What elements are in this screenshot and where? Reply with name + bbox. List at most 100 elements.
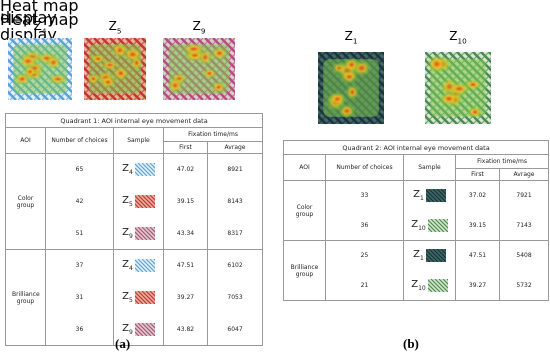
banner: Heat map display	[0, 0, 79, 27]
sample-cell: Z5	[113, 281, 164, 314]
sample-label: Z10	[411, 219, 426, 232]
heat-map-label: Z4	[8, 19, 72, 35]
sample: Z10	[404, 278, 455, 292]
label-sub: 1	[420, 255, 424, 263]
label-letter: Z	[108, 19, 117, 33]
header-cell: First	[455, 168, 500, 181]
title-row: Quadrant 2: AOI internal eye movement da…	[282, 140, 550, 155]
sample: Z4	[114, 163, 163, 177]
label-letter: Z	[192, 19, 201, 33]
header-cell: Sample	[113, 127, 164, 154]
choices-cell: 31	[45, 281, 114, 314]
data-table: Quadrant 1: AOI internal eye movement da…	[4, 113, 264, 346]
average-cell: 7921	[498, 180, 550, 211]
heat-map-label: Z5	[84, 19, 146, 35]
sample: Z10	[404, 218, 455, 232]
label-letter: Z	[413, 189, 421, 201]
data-row: 21 Z10 39.27 5732	[284, 270, 550, 301]
sample-thumbnail	[134, 195, 155, 208]
sample-label: Z5	[122, 291, 133, 304]
label-sub: 1	[352, 36, 358, 46]
label-letter: Z	[411, 218, 419, 230]
header-cell: Avrage	[498, 168, 550, 181]
sample-cell: Z10	[403, 210, 456, 241]
heat-map-image	[163, 38, 235, 100]
label-letter: Z	[122, 226, 130, 238]
average-cell: 6047	[206, 313, 264, 346]
label-letter: Z	[122, 291, 130, 302]
average-cell: 8317	[206, 217, 264, 250]
average-cell: 8921	[206, 153, 264, 186]
average-cell: 5732	[498, 270, 550, 301]
label-sub: 1	[420, 195, 424, 203]
average-cell: 6102	[206, 249, 264, 282]
choices-cell: 36	[325, 210, 404, 241]
sample: Z5	[114, 291, 163, 304]
sample-label: Z4	[122, 163, 133, 176]
header-row: First Avrage	[284, 168, 550, 181]
data-row: 42 Z5 39.15 8143	[6, 185, 264, 218]
heat-map-label: Z10	[425, 29, 491, 45]
label-sub: 4	[129, 265, 133, 273]
sample: Z9	[114, 322, 163, 336]
sample: Z1	[404, 249, 455, 263]
data-row: Brilliance group 37 Z4 47.51 6102	[5, 249, 264, 346]
header-cell: Fixation time/ms	[454, 154, 550, 169]
label-sub: 9	[129, 232, 133, 240]
average-cell: 7143	[498, 210, 550, 241]
sample-cell: Z1	[403, 180, 456, 211]
data-row: 36 Z9 43.82 6047	[6, 313, 264, 346]
sample-label: Z5	[122, 195, 133, 208]
data-row: 36 Z10 39.15 7143	[284, 210, 550, 241]
sample: Z4	[114, 259, 163, 273]
label-letter: Z	[122, 163, 130, 175]
caption: (a)	[115, 336, 131, 351]
heat-map-image	[318, 52, 384, 124]
sample-cell: Z10	[403, 270, 456, 301]
sample-label: Z1	[413, 249, 424, 262]
sample-thumbnail	[427, 218, 448, 232]
first-cell: 47.51	[163, 249, 208, 282]
label-sub: 4	[41, 26, 47, 36]
sample-cell: Z5	[113, 185, 164, 218]
label-sub: 9	[129, 328, 133, 336]
average-cell: 5408	[498, 240, 550, 271]
header-cell: Sample	[403, 154, 456, 181]
header-cell: AOI	[283, 154, 326, 181]
heat-map-image	[425, 52, 491, 124]
header-row: AOI Number of choices Sample Fixation time/…	[283, 154, 550, 181]
sample: Z5	[114, 195, 163, 208]
label-sub: 10	[418, 284, 426, 292]
first-cell: 37.02	[455, 180, 500, 211]
choices-cell: 51	[45, 217, 114, 250]
caption: (b)	[403, 336, 419, 351]
heat-map-label: Z1	[318, 29, 384, 45]
label-letter: Z	[413, 249, 421, 261]
label-letter: Z	[122, 195, 130, 206]
average-cell: 7053	[206, 281, 264, 314]
sample-cell: Z9	[113, 313, 164, 346]
header-cell: First	[163, 141, 208, 154]
title-row: Quadrant 1: AOI internal eye movement da…	[4, 113, 264, 128]
first-cell: 43.34	[163, 217, 208, 250]
sample-cell: Z4	[113, 153, 164, 186]
sample-label: Z10	[411, 279, 426, 292]
data-row: 31 Z5 39.27 7053	[6, 281, 264, 314]
data-table: Quadrant 2: AOI internal eye movement da…	[282, 140, 550, 301]
group-name: Brilliance group	[283, 240, 326, 301]
sample-thumbnail	[134, 322, 155, 336]
data-row: Brilliance group 25 Z1 47.51 5408	[283, 240, 550, 301]
label-sub: 4	[129, 169, 133, 177]
heat-map-image	[8, 38, 72, 100]
sample-label: Z1	[413, 189, 424, 202]
sample-thumbnail	[134, 163, 155, 177]
sample-thumbnail	[134, 259, 155, 273]
sample-cell: Z4	[113, 249, 164, 282]
label-letter: Z	[344, 29, 353, 43]
sample-thumbnail	[425, 189, 446, 203]
sample-label: Z4	[122, 259, 133, 272]
choices-cell: 42	[45, 185, 114, 218]
first-cell: 47.51	[455, 240, 500, 271]
first-cell: 47.02	[163, 153, 208, 186]
average-cell: 8143	[206, 185, 264, 218]
